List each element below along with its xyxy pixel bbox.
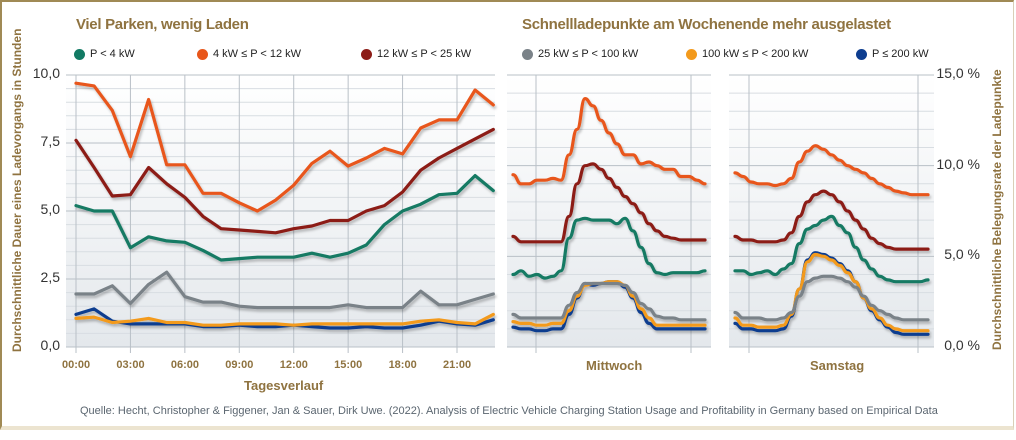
legend-item-p-lt-4kw: P < 4 kW <box>74 48 135 60</box>
legend-item-12-25kw: 12 kW ≤ P < 25 kW <box>361 48 471 60</box>
panel-series-line-mittwoch <box>511 97 707 186</box>
panel-series-line-mittwoch <box>511 280 707 327</box>
right-y-tick-label: 0,0 % <box>944 337 980 353</box>
right-y-axis-label: Durchschnittliche Belegungsrate der Lade… <box>990 69 1004 350</box>
legend-label: 25 kW ≤ P < 100 kW <box>538 48 639 60</box>
left-y-tick-label: 10,0 <box>32 65 60 81</box>
left-y-tick-label: 0,0 <box>40 337 60 353</box>
right-y-tick-label: 15,0 % <box>936 65 980 81</box>
left-series-line <box>74 81 495 213</box>
left-series-line <box>74 127 495 235</box>
panel-label-mittwoch: Mittwoch <box>586 358 643 373</box>
x-tick-label: 09:00 <box>225 359 254 371</box>
panel-series-line-samstag <box>733 189 930 251</box>
panel-series-line-samstag <box>733 274 930 322</box>
source-note: Quelle: Hecht, Christopher & Figgener, J… <box>80 405 938 417</box>
x-tick-label: 03:00 <box>116 359 145 371</box>
x-tick-label: 21:00 <box>443 359 472 371</box>
right-y-tick-label: 10,0 % <box>936 155 980 172</box>
x-tick-label: 12:00 <box>279 359 308 371</box>
left-y-tick-label: 7,5 <box>40 133 60 149</box>
legend-item-4-12kw: 4 kW ≤ P < 12 kW <box>197 48 301 60</box>
legend-label: P < 4 kW <box>90 48 135 60</box>
panel-series-line-samstag <box>733 251 930 336</box>
legend-item-100-200kw: 100 kW ≤ P < 200 kW <box>686 48 808 60</box>
x-tick-label: 00:00 <box>62 359 91 371</box>
left-chart-title: Viel Parken, wenig Laden <box>76 16 249 33</box>
x-tick-label: 18:00 <box>388 359 417 371</box>
left-series-line <box>74 270 495 310</box>
legend-swatch <box>856 48 867 60</box>
legend-label: 12 kW ≤ P < 25 kW <box>377 48 472 60</box>
panel-plot-area-samstag <box>729 75 934 347</box>
legend-swatch <box>361 48 372 60</box>
legend-swatch <box>197 48 208 60</box>
panel-series-line-mittwoch <box>511 281 707 322</box>
panel-series-line-mittwoch <box>511 162 707 244</box>
x-tick-label: 15:00 <box>334 359 363 371</box>
legend-label: 4 kW ≤ P < 12 kW <box>213 48 302 60</box>
left-y-tick-label: 2,5 <box>40 269 60 285</box>
legend-label: P ≤ 200 kW <box>872 48 929 60</box>
legend-swatch <box>74 48 85 60</box>
panel-series-line-samstag <box>733 214 930 284</box>
legend-item-25-100kw: 25 kW ≤ P < 100 kW <box>522 48 638 60</box>
legend-swatch <box>522 48 533 60</box>
right-y-tick-label: 5,0 % <box>944 246 980 263</box>
legend-label: 100 kW ≤ P < 200 kW <box>702 48 809 60</box>
panel-plot-area-mittwoch <box>507 75 711 347</box>
panel-series-line-samstag <box>733 252 930 333</box>
right-chart-title: Schnellladepunkte am Wochenende mehr aus… <box>522 16 891 33</box>
x-tick-label: 06:00 <box>170 359 199 371</box>
left-series-line <box>74 312 495 327</box>
panel-series-line-mittwoch <box>511 216 707 280</box>
chart-frame <box>0 0 1014 430</box>
panel-series-line-samstag <box>733 144 930 197</box>
left-y-tick-label: 5,0 <box>40 201 60 217</box>
x-axis-label: Tagesverlauf <box>244 378 324 393</box>
panel-label-samstag: Samstag <box>810 358 865 373</box>
legend-swatch <box>686 48 697 60</box>
legend-item-p-200kw: P ≤ 200 kW <box>856 48 929 60</box>
left-series-line <box>74 174 495 262</box>
left-y-axis-label: Durchschnittliche Dauer eines Ladevorgan… <box>10 28 24 352</box>
